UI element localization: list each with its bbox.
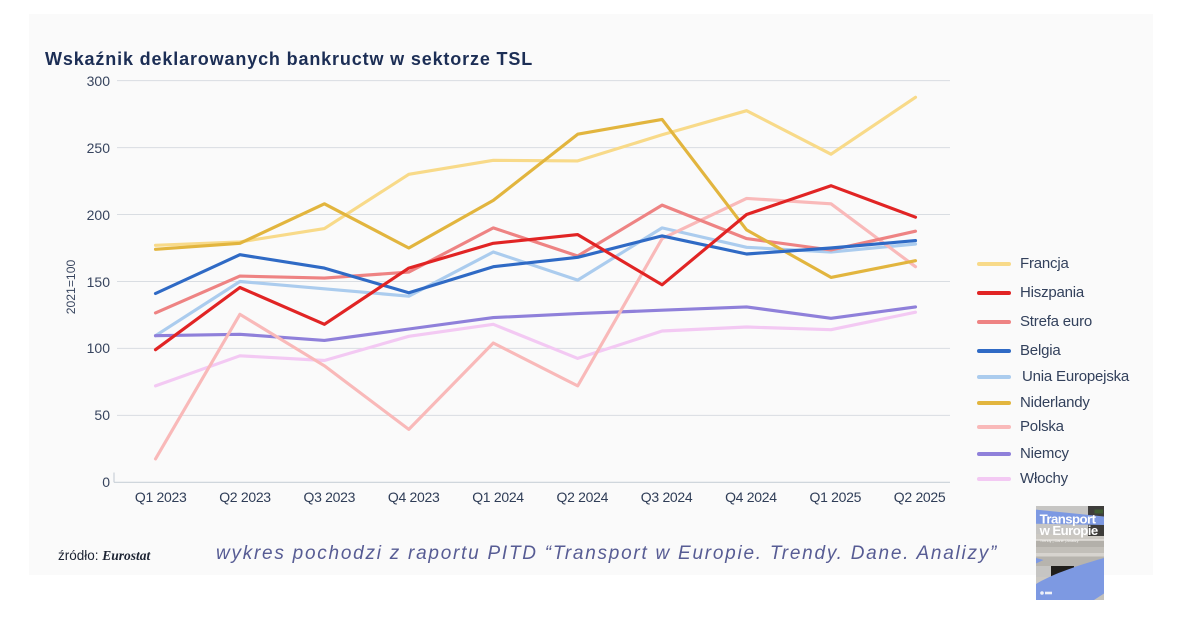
svg-text:Trendy | Dane | Analizy: Trendy | Dane | Analizy [1040, 538, 1079, 543]
svg-text:Transport: Transport [1040, 512, 1097, 527]
svg-text:w Europie: w Europie [1039, 523, 1098, 538]
